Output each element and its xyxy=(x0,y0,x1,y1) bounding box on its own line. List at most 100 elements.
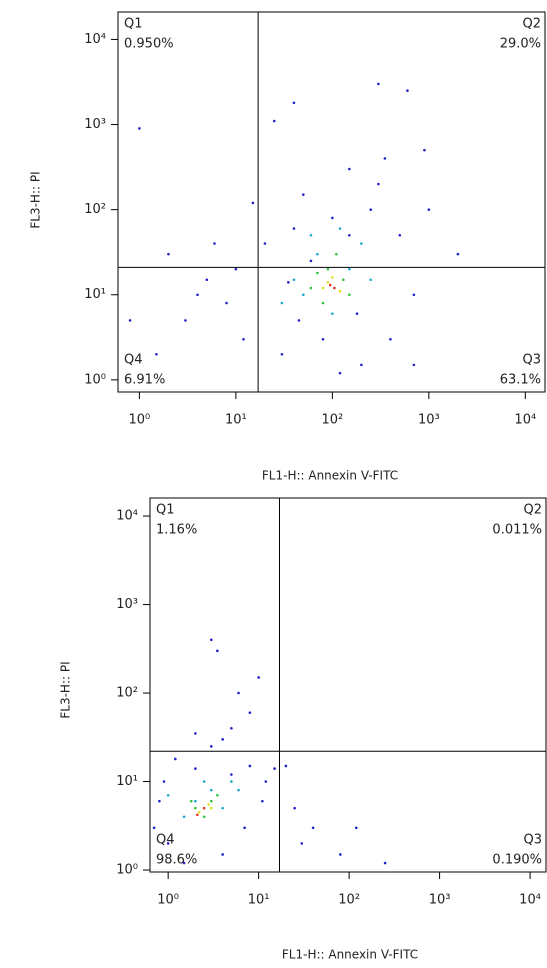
event-dot xyxy=(257,676,260,679)
event-dot xyxy=(412,363,416,367)
quadrant-name: Q2 xyxy=(522,17,541,32)
event-dot xyxy=(348,167,351,171)
event-dot xyxy=(309,233,313,237)
event-dot xyxy=(194,806,197,810)
event-dot xyxy=(202,806,206,810)
event-dot xyxy=(335,252,338,256)
event-dot xyxy=(284,764,288,768)
event-dot xyxy=(342,278,345,282)
event-dot xyxy=(216,649,219,653)
event-dot xyxy=(331,276,334,279)
event-dot xyxy=(348,233,351,237)
event-dot xyxy=(210,788,213,792)
y-tick-label: 10⁰ xyxy=(84,372,106,387)
event-dot xyxy=(321,286,325,290)
event-dot xyxy=(210,638,213,642)
event-dot xyxy=(292,227,296,230)
event-dot xyxy=(237,788,240,792)
event-dot xyxy=(302,293,305,297)
quadrant-percent: 63.1% xyxy=(500,373,541,388)
event-dot xyxy=(326,281,330,284)
event-dot xyxy=(293,806,296,810)
y-tick-label: 10¹ xyxy=(84,287,106,302)
event-dot xyxy=(300,842,304,845)
event-dot xyxy=(338,227,342,230)
event-dot xyxy=(205,278,209,282)
event-dot xyxy=(230,773,233,776)
event-dot xyxy=(196,293,199,297)
event-dot xyxy=(456,252,460,256)
quadrant-name: Q1 xyxy=(156,503,175,518)
x-tick-label: 10² xyxy=(338,893,360,908)
event-dot xyxy=(225,301,228,305)
event-dot xyxy=(331,216,334,220)
y-tick-label: 10² xyxy=(84,202,106,217)
event-dot xyxy=(377,82,380,86)
event-dot xyxy=(321,337,325,341)
event-dot xyxy=(194,799,197,803)
quadrant-percent: 6.91% xyxy=(124,373,165,388)
event-dot xyxy=(234,267,238,271)
event-dot xyxy=(389,337,392,341)
event-dot xyxy=(321,301,325,305)
y-tick-label: 10³ xyxy=(116,597,138,612)
event-dot xyxy=(348,293,351,297)
event-dot xyxy=(230,726,233,730)
event-dot xyxy=(316,271,319,275)
quadrant-percent: 0.190% xyxy=(492,853,542,868)
event-dot xyxy=(182,861,186,865)
event-dot xyxy=(377,182,380,186)
event-dot xyxy=(355,312,359,315)
event-dot xyxy=(184,319,187,322)
event-dot xyxy=(261,799,264,803)
event-dot xyxy=(383,861,387,865)
event-dot xyxy=(155,352,158,356)
event-dot xyxy=(210,745,213,748)
event-dot xyxy=(302,193,305,196)
event-dot xyxy=(339,853,342,856)
event-dot xyxy=(264,780,268,783)
event-dot xyxy=(272,119,276,123)
event-dot xyxy=(167,252,170,256)
x-tick-label: 10¹ xyxy=(248,893,270,908)
event-dot xyxy=(412,293,416,297)
event-dot xyxy=(202,815,206,819)
event-dot xyxy=(207,803,210,806)
quadrant-name: Q4 xyxy=(156,833,175,848)
event-dot xyxy=(221,853,224,856)
points xyxy=(152,638,387,865)
event-dot xyxy=(128,319,132,322)
event-dot xyxy=(194,732,197,735)
event-dot xyxy=(383,157,387,160)
quadrant-percent: 0.950% xyxy=(124,37,174,52)
event-dot xyxy=(348,267,351,271)
x-axis-title: FL1-H:: Annexin V-FITC xyxy=(282,948,418,962)
quadrant-name: Q1 xyxy=(124,17,143,32)
event-dot xyxy=(138,127,141,130)
event-dot xyxy=(158,799,161,803)
event-dot xyxy=(213,242,216,245)
event-dot xyxy=(210,806,213,810)
x-tick-label: 10⁰ xyxy=(129,413,151,428)
plot-frame xyxy=(117,11,546,393)
event-dot xyxy=(311,826,315,830)
event-dot xyxy=(273,767,276,770)
y-tick-label: 10⁴ xyxy=(116,509,138,524)
event-dot xyxy=(221,738,224,741)
event-dot xyxy=(406,89,409,92)
event-dot xyxy=(287,281,290,284)
event-dot xyxy=(251,201,255,205)
event-dot xyxy=(216,793,219,797)
quadrant-name: Q3 xyxy=(522,353,541,368)
x-tick-label: 10⁰ xyxy=(157,893,179,908)
y-tick-label: 10² xyxy=(116,686,138,701)
event-dot xyxy=(182,815,186,819)
x-tick-label: 10² xyxy=(321,413,343,428)
quadrant-name: Q3 xyxy=(523,833,542,848)
quadrant-percent: 0.011% xyxy=(492,523,542,538)
event-dot xyxy=(230,780,233,783)
x-axis-title: FL1-H:: Annexin V-FITC xyxy=(262,469,398,483)
plot-frame xyxy=(149,497,547,873)
quadrant-percent: 98.6% xyxy=(156,853,197,868)
event-dot xyxy=(166,793,170,797)
